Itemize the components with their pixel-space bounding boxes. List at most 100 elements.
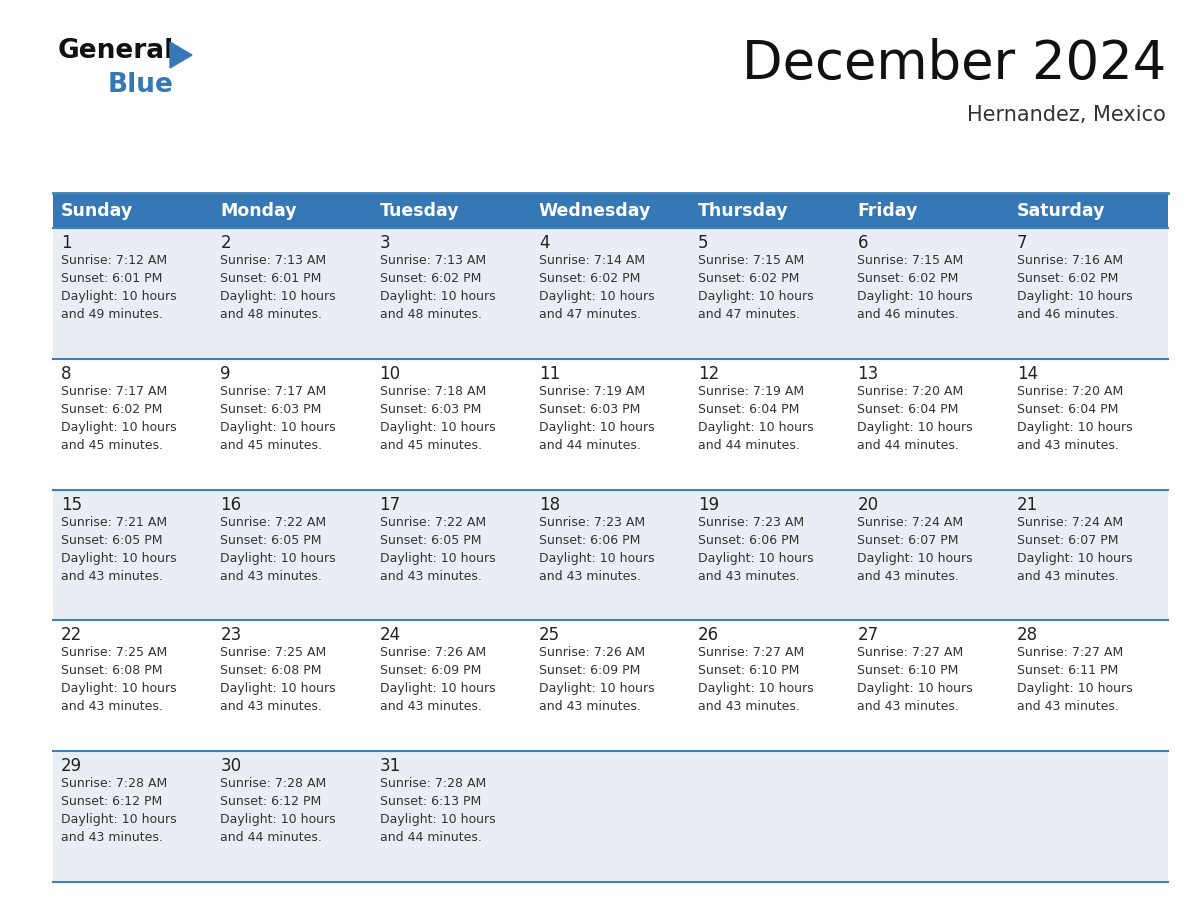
Text: Sunset: 6:05 PM: Sunset: 6:05 PM — [61, 533, 163, 546]
Text: 26: 26 — [699, 626, 719, 644]
Text: and 43 minutes.: and 43 minutes. — [220, 700, 322, 713]
Text: Sunrise: 7:15 AM: Sunrise: 7:15 AM — [858, 254, 963, 267]
Text: 4: 4 — [539, 234, 549, 252]
Bar — [849, 621, 1009, 751]
Bar — [690, 751, 849, 882]
Text: Daylight: 10 hours: Daylight: 10 hours — [858, 552, 973, 565]
Text: Sunset: 6:07 PM: Sunset: 6:07 PM — [858, 533, 959, 546]
Text: 19: 19 — [699, 496, 719, 513]
Text: December 2024: December 2024 — [741, 38, 1165, 90]
Text: Daylight: 10 hours: Daylight: 10 hours — [380, 420, 495, 434]
Text: Sunset: 6:08 PM: Sunset: 6:08 PM — [220, 665, 322, 677]
Text: and 43 minutes.: and 43 minutes. — [858, 700, 959, 713]
Text: Sunrise: 7:28 AM: Sunrise: 7:28 AM — [220, 778, 327, 790]
Text: Friday: Friday — [858, 201, 918, 219]
Text: Sunrise: 7:15 AM: Sunrise: 7:15 AM — [699, 254, 804, 267]
Text: and 48 minutes.: and 48 minutes. — [380, 308, 481, 321]
Bar — [690, 228, 849, 359]
Text: Sunrise: 7:24 AM: Sunrise: 7:24 AM — [1017, 516, 1123, 529]
Text: Daylight: 10 hours: Daylight: 10 hours — [220, 420, 336, 434]
Bar — [849, 751, 1009, 882]
Text: Sunrise: 7:25 AM: Sunrise: 7:25 AM — [61, 646, 168, 659]
Text: and 45 minutes.: and 45 minutes. — [61, 439, 163, 452]
Bar — [53, 751, 213, 882]
Text: Sunset: 6:13 PM: Sunset: 6:13 PM — [380, 795, 481, 808]
Text: Daylight: 10 hours: Daylight: 10 hours — [380, 290, 495, 303]
Text: Daylight: 10 hours: Daylight: 10 hours — [61, 682, 177, 696]
Bar — [53, 621, 213, 751]
Bar — [213, 489, 372, 621]
Text: Sunrise: 7:13 AM: Sunrise: 7:13 AM — [220, 254, 327, 267]
Bar — [1009, 228, 1168, 359]
Text: Daylight: 10 hours: Daylight: 10 hours — [61, 290, 177, 303]
Text: 17: 17 — [380, 496, 400, 513]
Text: and 43 minutes.: and 43 minutes. — [699, 569, 800, 583]
Text: 16: 16 — [220, 496, 241, 513]
Text: Sunset: 6:11 PM: Sunset: 6:11 PM — [1017, 665, 1118, 677]
Text: Sunset: 6:02 PM: Sunset: 6:02 PM — [539, 272, 640, 285]
Text: 2: 2 — [220, 234, 230, 252]
Text: and 45 minutes.: and 45 minutes. — [380, 439, 481, 452]
Bar — [1009, 621, 1168, 751]
Text: Hernandez, Mexico: Hernandez, Mexico — [967, 105, 1165, 125]
Text: Sunset: 6:06 PM: Sunset: 6:06 PM — [699, 533, 800, 546]
Text: Daylight: 10 hours: Daylight: 10 hours — [61, 420, 177, 434]
Text: and 47 minutes.: and 47 minutes. — [699, 308, 801, 321]
Text: and 44 minutes.: and 44 minutes. — [699, 439, 800, 452]
Text: Sunrise: 7:27 AM: Sunrise: 7:27 AM — [1017, 646, 1123, 659]
Text: and 44 minutes.: and 44 minutes. — [858, 439, 959, 452]
Text: 27: 27 — [858, 626, 879, 644]
Bar — [531, 621, 690, 751]
Bar — [690, 489, 849, 621]
Text: Sunset: 6:03 PM: Sunset: 6:03 PM — [380, 403, 481, 416]
Text: Sunset: 6:03 PM: Sunset: 6:03 PM — [220, 403, 322, 416]
Text: Sunset: 6:04 PM: Sunset: 6:04 PM — [699, 403, 800, 416]
Text: Sunset: 6:04 PM: Sunset: 6:04 PM — [1017, 403, 1118, 416]
Text: 24: 24 — [380, 626, 400, 644]
Text: Sunrise: 7:18 AM: Sunrise: 7:18 AM — [380, 385, 486, 397]
Text: 12: 12 — [699, 364, 720, 383]
Text: Wednesday: Wednesday — [539, 201, 651, 219]
Text: Sunrise: 7:20 AM: Sunrise: 7:20 AM — [858, 385, 963, 397]
Text: Sunday: Sunday — [61, 201, 133, 219]
Text: Sunrise: 7:23 AM: Sunrise: 7:23 AM — [699, 516, 804, 529]
Bar — [372, 751, 531, 882]
Bar — [372, 359, 531, 489]
Bar — [372, 621, 531, 751]
Text: 1: 1 — [61, 234, 71, 252]
Text: Blue: Blue — [108, 72, 173, 98]
Text: Sunrise: 7:27 AM: Sunrise: 7:27 AM — [699, 646, 804, 659]
Bar — [53, 489, 213, 621]
Text: Thursday: Thursday — [699, 201, 789, 219]
Text: and 47 minutes.: and 47 minutes. — [539, 308, 640, 321]
Text: Sunrise: 7:24 AM: Sunrise: 7:24 AM — [858, 516, 963, 529]
Text: 15: 15 — [61, 496, 82, 513]
Text: 6: 6 — [858, 234, 868, 252]
Bar — [53, 228, 213, 359]
Text: Sunset: 6:12 PM: Sunset: 6:12 PM — [61, 795, 163, 808]
Text: Sunrise: 7:16 AM: Sunrise: 7:16 AM — [1017, 254, 1123, 267]
Text: Sunrise: 7:13 AM: Sunrise: 7:13 AM — [380, 254, 486, 267]
Text: Sunset: 6:08 PM: Sunset: 6:08 PM — [61, 665, 163, 677]
Text: Sunset: 6:02 PM: Sunset: 6:02 PM — [61, 403, 163, 416]
Text: Daylight: 10 hours: Daylight: 10 hours — [1017, 552, 1132, 565]
Text: Daylight: 10 hours: Daylight: 10 hours — [220, 552, 336, 565]
Text: Sunset: 6:03 PM: Sunset: 6:03 PM — [539, 403, 640, 416]
Text: Sunrise: 7:22 AM: Sunrise: 7:22 AM — [380, 516, 486, 529]
Text: Tuesday: Tuesday — [380, 201, 460, 219]
Text: Sunset: 6:06 PM: Sunset: 6:06 PM — [539, 533, 640, 546]
Bar — [849, 489, 1009, 621]
Text: Sunrise: 7:17 AM: Sunrise: 7:17 AM — [61, 385, 168, 397]
Text: Daylight: 10 hours: Daylight: 10 hours — [380, 552, 495, 565]
Text: 5: 5 — [699, 234, 709, 252]
Text: Daylight: 10 hours: Daylight: 10 hours — [539, 290, 655, 303]
Text: and 44 minutes.: and 44 minutes. — [539, 439, 640, 452]
Text: and 43 minutes.: and 43 minutes. — [61, 700, 163, 713]
Text: 21: 21 — [1017, 496, 1038, 513]
Text: Sunrise: 7:12 AM: Sunrise: 7:12 AM — [61, 254, 168, 267]
Bar — [213, 751, 372, 882]
Text: Monday: Monday — [220, 201, 297, 219]
Text: Daylight: 10 hours: Daylight: 10 hours — [539, 682, 655, 696]
Text: Sunrise: 7:26 AM: Sunrise: 7:26 AM — [539, 646, 645, 659]
Text: Daylight: 10 hours: Daylight: 10 hours — [539, 420, 655, 434]
